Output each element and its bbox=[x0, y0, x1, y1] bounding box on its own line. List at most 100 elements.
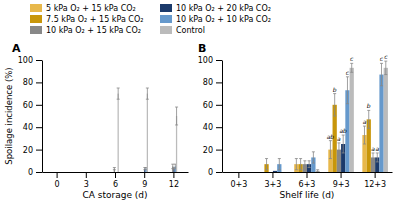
tick: 60 bbox=[23, 101, 42, 110]
legend-swatch bbox=[160, 26, 172, 34]
legend-item: 7.5 kPa O₂ + 15 kPa CO₂ bbox=[30, 15, 143, 24]
bar bbox=[243, 172, 247, 173]
tick-label: 100 bbox=[18, 56, 33, 65]
tick-label: 0 bbox=[55, 180, 60, 189]
series bbox=[145, 164, 177, 172]
bar bbox=[140, 172, 141, 173]
tick-mark bbox=[86, 172, 87, 178]
tick-label: 6+3 bbox=[299, 180, 316, 189]
significance-letter: c bbox=[384, 53, 388, 60]
legend-item: 10 kPa O₂ + 15 kPa CO₂ bbox=[30, 26, 141, 35]
error-bar bbox=[367, 110, 370, 128]
significance-letter: ab bbox=[327, 133, 335, 140]
bar bbox=[118, 94, 119, 172]
bar bbox=[143, 172, 144, 173]
legend-item: Control bbox=[160, 26, 205, 35]
axis-line bbox=[222, 61, 223, 173]
tick-mark bbox=[36, 150, 42, 151]
series bbox=[117, 88, 178, 172]
bar bbox=[58, 172, 59, 173]
tick: 0 bbox=[208, 168, 222, 177]
tick: 0+3 bbox=[230, 172, 247, 189]
x-axis-title: Shelf life (d) bbox=[280, 190, 335, 200]
panel-label: B bbox=[198, 42, 206, 55]
tick-label: 12 bbox=[169, 180, 179, 189]
bar bbox=[247, 172, 251, 173]
legend-swatch bbox=[30, 26, 42, 34]
tick-mark bbox=[36, 60, 42, 61]
tick-label: 20 bbox=[23, 146, 33, 155]
bar bbox=[83, 172, 84, 173]
y-axis: 020406080100 bbox=[198, 56, 223, 177]
significance-letter: c bbox=[350, 55, 354, 62]
error-bar bbox=[329, 141, 332, 159]
bar bbox=[384, 68, 388, 172]
tick: 20 bbox=[203, 146, 222, 155]
bar bbox=[170, 172, 171, 173]
bar bbox=[87, 172, 88, 173]
tick-mark bbox=[216, 82, 222, 83]
tick-label: 100 bbox=[198, 56, 213, 65]
tick-label: 9 bbox=[142, 180, 147, 189]
bar bbox=[350, 68, 354, 172]
bar bbox=[55, 172, 56, 173]
tick-mark bbox=[216, 60, 222, 61]
tick: 60 bbox=[203, 101, 222, 110]
x-axis: 036912 bbox=[43, 172, 189, 189]
bar bbox=[88, 172, 89, 173]
series bbox=[303, 143, 375, 172]
significance-letter: b bbox=[333, 86, 337, 93]
tick-mark bbox=[36, 172, 42, 173]
bar bbox=[111, 172, 112, 173]
tick-label: 3 bbox=[84, 180, 89, 189]
tick: 3 bbox=[84, 172, 89, 189]
tick: 100 bbox=[198, 56, 222, 65]
legend: 5 kPa O₂ + 15 kPa CO₂ 7.5 kPa O₂ + 15 kPa… bbox=[30, 4, 271, 35]
tick-label: 60 bbox=[23, 101, 33, 110]
legend-item: 5 kPa O₂ + 15 kPa CO₂ bbox=[30, 4, 136, 13]
bar bbox=[85, 172, 86, 173]
error-bar bbox=[342, 135, 345, 153]
bar bbox=[115, 172, 116, 173]
bar bbox=[147, 94, 148, 172]
error-bar bbox=[384, 61, 387, 74]
tick: 9 bbox=[142, 172, 147, 189]
tick-label: 60 bbox=[203, 101, 213, 110]
panel: 020406080100036912CA storage (d)Spoilage… bbox=[4, 42, 189, 200]
tick: 0 bbox=[28, 168, 42, 177]
bar bbox=[112, 172, 113, 173]
series bbox=[277, 63, 383, 172]
bar bbox=[226, 172, 230, 173]
plot-area bbox=[113, 88, 178, 172]
bar bbox=[230, 172, 234, 173]
tick: 80 bbox=[23, 78, 42, 87]
legend-item: 10 kPa O₂ + 10 kPa CO₂ bbox=[160, 15, 271, 24]
tick-mark bbox=[238, 172, 239, 178]
bar bbox=[171, 172, 172, 173]
series bbox=[273, 135, 379, 172]
bar bbox=[269, 172, 273, 173]
bar bbox=[379, 75, 383, 172]
legend-swatch bbox=[160, 15, 172, 23]
legend-label: 7.5 kPa O₂ + 15 kPa CO₂ bbox=[46, 15, 143, 24]
tick: 3+3 bbox=[264, 172, 281, 189]
tick-label: 12+3 bbox=[364, 180, 386, 189]
tick: 0 bbox=[55, 172, 60, 189]
error-bar bbox=[299, 159, 302, 170]
legend-swatch bbox=[30, 4, 42, 12]
x-axis-title: CA storage (d) bbox=[82, 190, 147, 200]
tick-mark bbox=[216, 150, 222, 151]
bar bbox=[235, 172, 239, 173]
tick-label: 80 bbox=[203, 78, 213, 87]
legend-label: Control bbox=[176, 26, 205, 35]
bar bbox=[281, 172, 285, 173]
series bbox=[264, 94, 370, 172]
error-bar bbox=[363, 126, 366, 144]
legend-label: 10 kPa O₂ + 10 kPa CO₂ bbox=[176, 15, 271, 24]
bar bbox=[53, 172, 54, 173]
error-bar bbox=[376, 153, 379, 162]
tick: 12 bbox=[169, 172, 179, 189]
tick-label: 20 bbox=[203, 146, 213, 155]
significance-letter: ab bbox=[339, 127, 347, 134]
series bbox=[294, 126, 366, 172]
